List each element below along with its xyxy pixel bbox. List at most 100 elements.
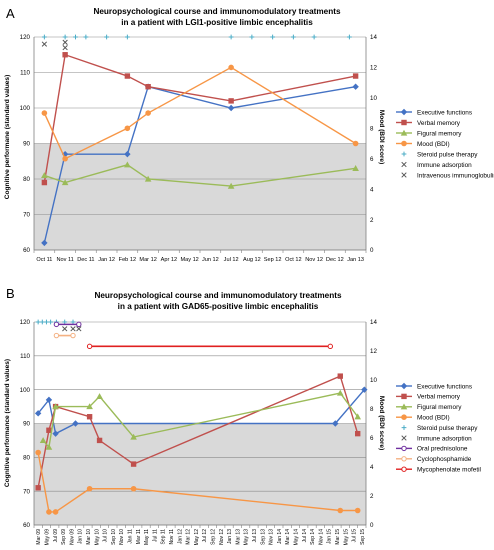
legend-item-steroid-pulse-therapy: Steroid pulse therapy: [401, 151, 478, 158]
y-tick-label-right: 6: [370, 435, 374, 442]
treatment-endpoint-mycophenolate-mofetil: [327, 343, 334, 350]
x-tick-label: May 10: [94, 529, 100, 546]
y-axis-label-right-b: Mood (BDI score): [378, 396, 385, 451]
data-point-verbal-memory: [62, 52, 68, 58]
legend-label: Oral prednisolone: [417, 446, 468, 453]
y-tick-label-right: 14: [370, 34, 377, 41]
event-mark-steroid-pulse-therapy: [41, 34, 47, 40]
legend-label: Immune adsorption: [417, 435, 472, 442]
events-steroid-pulse-therapy: [35, 319, 76, 325]
data-point-verbal-memory: [86, 414, 93, 420]
x-tick-label: Jan 12: [177, 529, 183, 544]
x-tick-label: Sep 14: [310, 529, 316, 545]
data-point-mood-bdi: [354, 507, 361, 514]
x-tick-label: Apr 12: [161, 257, 177, 263]
x-tick-label: Jun 12: [202, 257, 219, 263]
x-tick-label: Feb 12: [119, 257, 136, 263]
series-line-figural-memory: [44, 164, 356, 187]
panel-letter-a: A: [6, 6, 15, 21]
y-tick-label-left: 70: [23, 212, 30, 219]
treatment-endpoint-cyclophosphamide: [53, 332, 60, 339]
event-mark-steroid-pulse-therapy: [249, 34, 255, 40]
x-tick-label: Jan 15: [327, 529, 333, 544]
legend-marker: [400, 382, 408, 390]
panel-a: A Neuropsychological course and immunomo…: [4, 6, 494, 263]
data-point-executive-functions: [52, 430, 59, 437]
x-tick-label: Mar 12: [139, 257, 156, 263]
legend-a: Executive functions Verbal memory Figural …: [396, 108, 494, 179]
series-line-executive-functions: [37, 389, 365, 435]
data-point-figural-memory: [39, 437, 47, 444]
event-mark-steroid-pulse-therapy: [73, 34, 78, 40]
y-tick-label-right: 6: [370, 156, 374, 163]
event-mark-immune-adsorption: [41, 41, 48, 47]
legend-label: Steroid pulse therapy: [417, 151, 478, 158]
y-tick-label-left: 80: [23, 455, 30, 462]
series-line-mood-bdi: [43, 66, 356, 160]
event-mark-steroid-pulse-therapy: [347, 34, 352, 40]
x-tick-label: Mar 10: [86, 529, 92, 545]
x-tick-label: Jul 15: [352, 529, 358, 543]
x-tick-label: Sep 13: [260, 529, 266, 545]
legend-label: Verbal memory: [417, 394, 461, 401]
x-tick-label: Nov 11: [56, 257, 73, 263]
data-point-mood-bdi: [86, 485, 93, 492]
y-tick-label-left: 120: [20, 34, 31, 41]
series-figural-memory: [41, 161, 359, 189]
x-tick-label: Nov 12: [219, 529, 225, 545]
x-tick-label: Mar 14: [285, 529, 291, 545]
x-tick-label: Sep 09: [61, 529, 67, 545]
data-point-figural-memory: [144, 175, 152, 182]
data-point-verbal-memory: [355, 430, 361, 437]
legend-item-figural-memory: Figural memory: [396, 129, 462, 137]
data-point-verbal-memory: [145, 84, 151, 90]
event-mark-immune-adsorption: [76, 326, 82, 332]
series-line-verbal-memory: [43, 53, 356, 183]
data-point-mood-bdi: [228, 64, 234, 71]
data-point-verbal-memory: [228, 98, 234, 104]
x-tick-label: Oct 12: [285, 257, 301, 263]
chart-title-b-line2: in a patient with GAD65-positive limbic …: [118, 302, 319, 311]
x-tick-label: Jan 11: [127, 529, 133, 544]
legend-marker: [401, 435, 407, 441]
chart-title-a-line1: Neuropsychological course and immunomodu…: [93, 7, 340, 16]
legend-label: Mood (BDI): [417, 141, 450, 148]
data-point-verbal-memory: [46, 427, 52, 433]
y-tick-label-left: 90: [23, 421, 30, 428]
data-point-figural-memory: [61, 179, 69, 186]
data-point-executive-functions: [45, 396, 53, 404]
legend-marker: [400, 403, 408, 410]
x-tick-label: Sep 12: [210, 529, 216, 545]
data-point-mood-bdi: [62, 155, 68, 162]
event-mark-steroid-pulse-therapy: [228, 34, 234, 40]
y-tick-label-left: 110: [20, 353, 30, 360]
legend-marker: [401, 445, 407, 452]
y-tick-label-right: 8: [370, 406, 374, 413]
legend-item-immune-adsorption: Immune adsorption: [401, 161, 472, 169]
data-point-verbal-memory: [337, 373, 343, 379]
y-axis-label-left-a: Cognitive performane (standard values): [4, 75, 11, 200]
y-tick-label-right: 4: [370, 186, 374, 193]
events-mycophenolate-mofetil: [86, 343, 334, 350]
legend-item-cyclophosphamide: Cyclophosphamide: [396, 456, 472, 463]
x-tick-label: Nov 11: [169, 529, 175, 545]
data-point-verbal-memory: [41, 179, 48, 186]
x-tick-label: Dec 12: [326, 257, 344, 263]
legend-marker: [401, 466, 407, 472]
data-point-verbal-memory: [35, 485, 41, 491]
event-mark-steroid-pulse-therapy: [270, 34, 276, 40]
x-tick-label: Nov 12: [305, 257, 323, 263]
x-tick-label: Oct 11: [36, 257, 52, 263]
x-tick-label: Jul 10: [103, 529, 109, 543]
x-tick-label: Mar 11: [136, 529, 142, 544]
legend-label: Verbal memory: [417, 120, 461, 127]
events-immune-adsorption: [62, 326, 82, 332]
data-point-executive-functions: [332, 420, 339, 427]
event-mark-steroid-pulse-therapy: [290, 34, 296, 40]
legend-item-mycophenolate-mofetil: Mycophenolate mofetil: [396, 466, 481, 474]
event-mark-steroid-pulse-therapy: [83, 34, 89, 40]
data-point-mood-bdi: [41, 110, 48, 116]
legend-marker: [401, 161, 407, 168]
y-axis-label-left-b: Cognitive performance (standard values): [4, 359, 11, 487]
x-tick-label: May 15: [343, 529, 349, 546]
